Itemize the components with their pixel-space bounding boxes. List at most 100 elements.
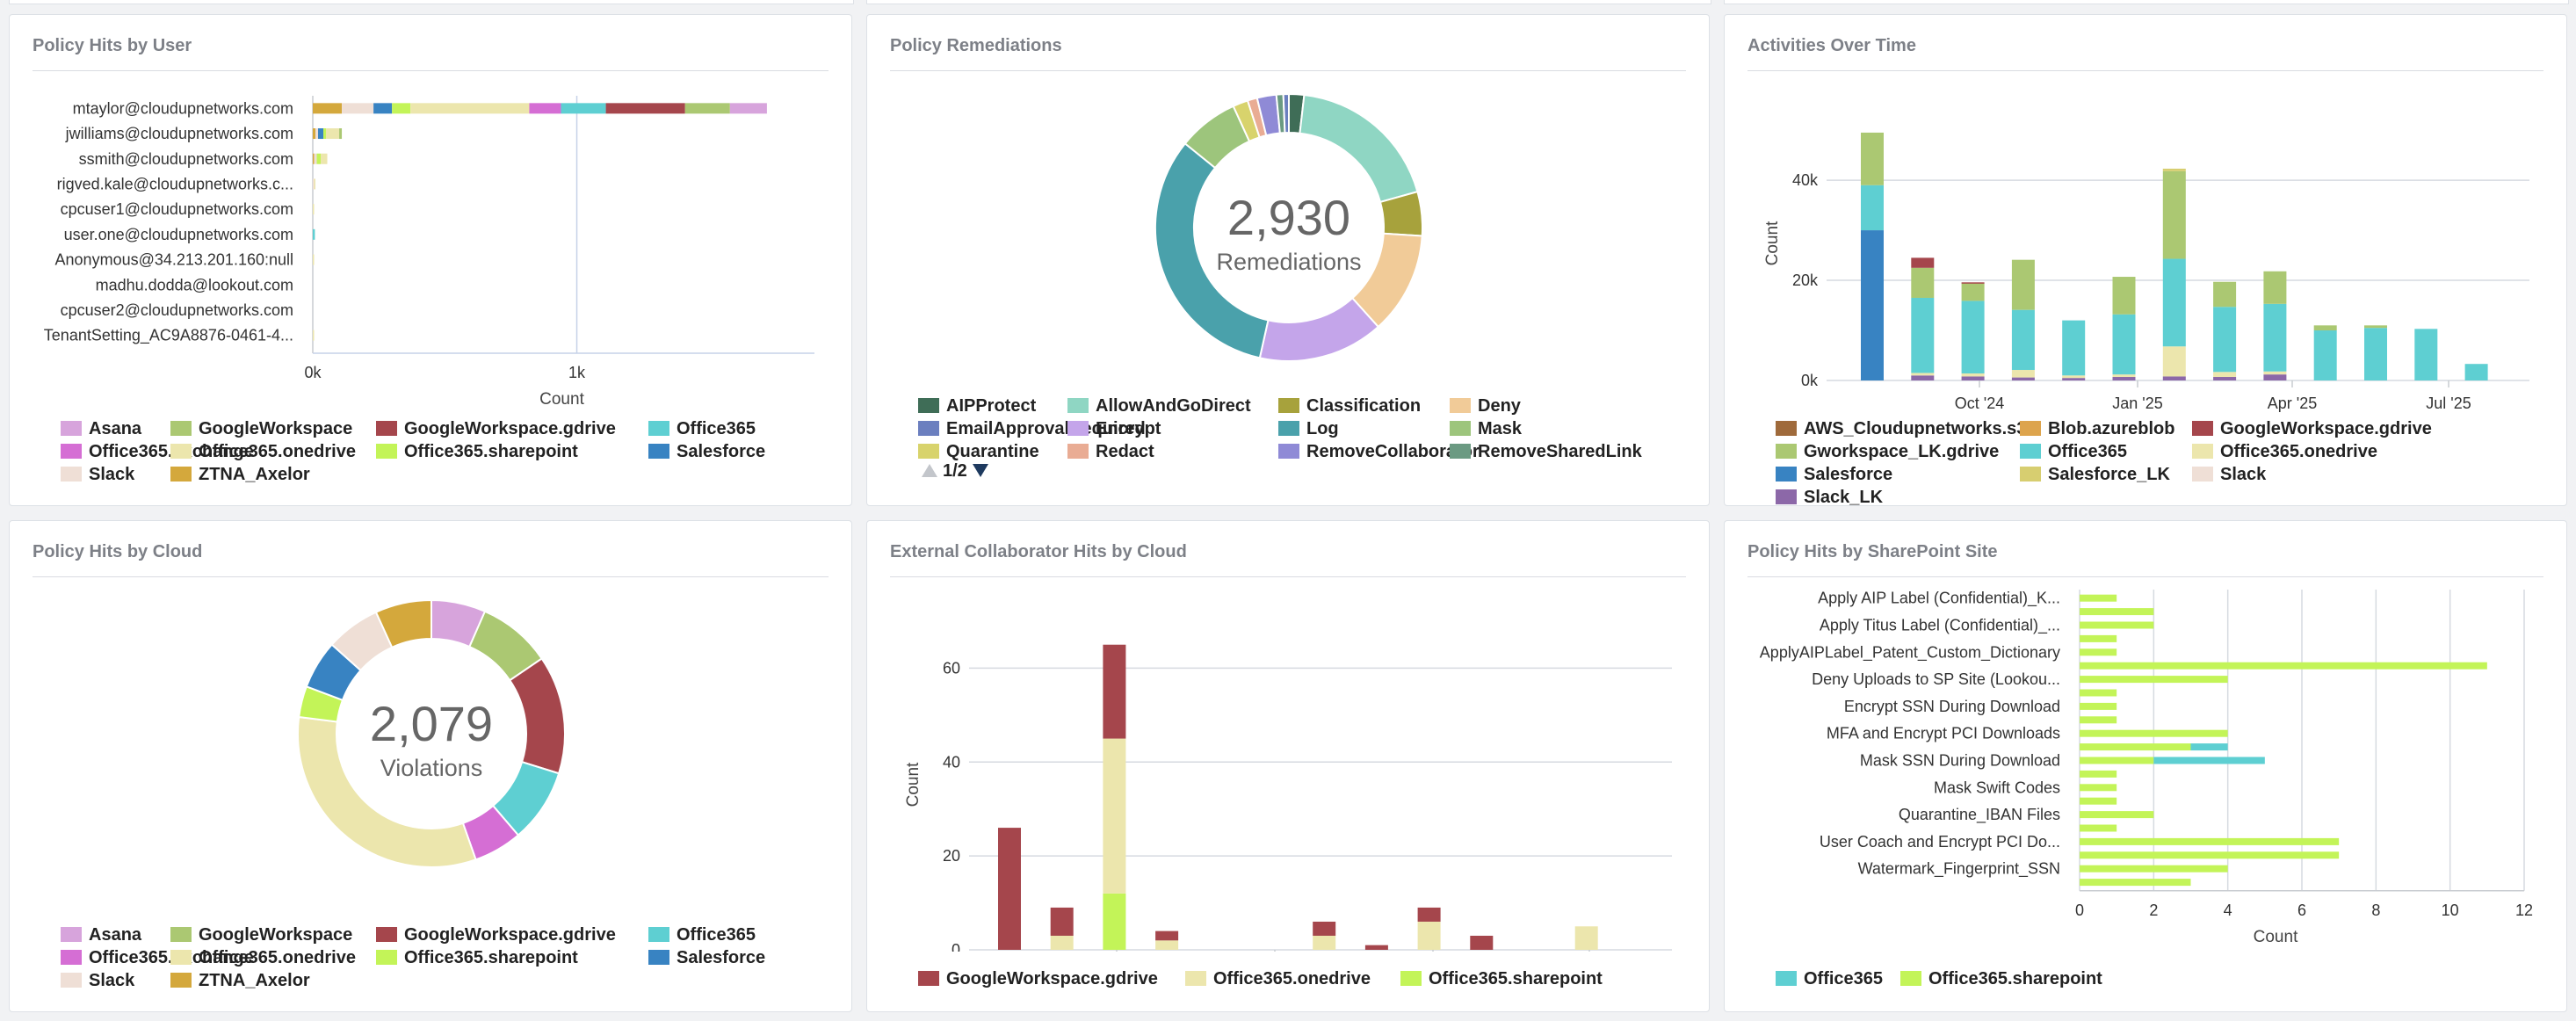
legend-item-redact[interactable]: Redact	[1067, 442, 1154, 462]
bar-office365	[1911, 297, 1935, 373]
x-tick-label: 1k	[568, 364, 586, 381]
legend-item-office365[interactable]: Office365	[1776, 969, 1883, 989]
legend-item-removesharedlink[interactable]: RemoveSharedLink	[1450, 442, 1642, 462]
legend-item-mask[interactable]: Mask	[1450, 419, 1522, 439]
legend-item-googleworkspace[interactable]: GoogleWorkspace	[170, 419, 352, 439]
y-axis-title: Count	[1763, 221, 1782, 265]
legend-label: Office365.onedrive	[2220, 442, 2377, 461]
legend-item-blob-azureblob[interactable]: Blob.azureblob	[2020, 419, 2174, 439]
legend-item-office365-onedrive[interactable]: Office365.onedrive	[170, 948, 356, 968]
legend-swatch	[1776, 971, 1797, 986]
panel-policy-hits-by-cloud: Policy Hits by Cloud 2,079 Violations Asa…	[9, 520, 852, 1012]
legend-item-googleworkspace[interactable]: GoogleWorkspace	[170, 925, 352, 945]
legend-item-office365-sharepoint[interactable]: Office365.sharepoint	[376, 442, 578, 462]
legend-page-indicator: 1/2	[943, 461, 967, 481]
legend-item-office365-sharepoint[interactable]: Office365.sharepoint	[1900, 969, 2102, 989]
legend-label: Slack	[2220, 465, 2267, 484]
legend-item-slack[interactable]: Slack	[61, 971, 134, 991]
legend-item-office365-onedrive[interactable]: Office365.onedrive	[2192, 442, 2377, 462]
legend-swatch	[1067, 398, 1089, 413]
legend-label: Salesforce	[677, 948, 766, 967]
bar-office365-onedrive	[1417, 921, 1441, 950]
legend-item-googleworkspace-gdrive[interactable]: GoogleWorkspace.gdrive	[376, 419, 616, 439]
legend-label: Office365.sharepoint	[1429, 969, 1603, 988]
slice-allowandgodirect	[1299, 93, 1419, 204]
legend-item-salesforce-lk[interactable]: Salesforce_LK	[2020, 465, 2170, 485]
legend-item-classification[interactable]: Classification	[1278, 396, 1421, 416]
bar-office365-sharepoint	[2080, 634, 2117, 642]
legend-label: AIPProtect	[946, 396, 1037, 416]
bar-office365-onedrive	[1574, 926, 1598, 950]
legend-item-asana[interactable]: Asana	[61, 419, 141, 439]
legend-item-office365[interactable]: Office365	[648, 419, 756, 439]
legend-item-salesforce[interactable]: Salesforce	[648, 442, 765, 462]
bar-office365-sharepoint	[2080, 757, 2154, 764]
legend-prev-page-icon[interactable]	[922, 464, 937, 477]
legend-label: GoogleWorkspace.gdrive	[946, 969, 1158, 988]
legend-next-page-icon[interactable]	[972, 464, 988, 477]
legend-item-googleworkspace-gdrive[interactable]: GoogleWorkspace.gdrive	[376, 925, 616, 945]
legend-label: Slack	[89, 971, 135, 990]
bar-office365-sharepoint	[2080, 837, 2340, 845]
legend-swatch	[2020, 467, 2041, 482]
bar-office365-onedrive	[2011, 370, 2035, 378]
legend-label: Slack_LK	[1804, 488, 1884, 507]
legend-item-slack[interactable]: Slack	[2192, 465, 2266, 485]
legend-item-googleworkspace-gdrive[interactable]: GoogleWorkspace.gdrive	[2192, 419, 2432, 439]
legend-item-office365-sharepoint[interactable]: Office365.sharepoint	[1400, 969, 1603, 989]
legend-item-deny[interactable]: Deny	[1450, 396, 1521, 416]
bar-office365-onedrive	[313, 254, 315, 265]
legend-item-log[interactable]: Log	[1278, 419, 1339, 439]
legend-swatch	[61, 421, 82, 436]
legend-item-gworkspace-lk-gdrive[interactable]: Gworkspace_LK.gdrive	[1776, 442, 1999, 462]
legend-item-office365-sharepoint[interactable]: Office365.sharepoint	[376, 948, 578, 968]
bar-gworkspace-lk-gdrive	[1911, 267, 1935, 298]
legend-label: Asana	[89, 419, 142, 438]
legend-item-slack[interactable]: Slack	[61, 465, 134, 485]
panel-title: External Collaborator Hits by Cloud	[890, 542, 1187, 561]
legend-label: Gworkspace_LK.gdrive	[1804, 442, 2000, 461]
legend-item-office365-onedrive[interactable]: Office365.onedrive	[170, 442, 356, 462]
bar-office365-onedrive	[1103, 738, 1126, 894]
bar-office365	[2313, 330, 2337, 380]
bar-office365-sharepoint	[2080, 797, 2117, 805]
legend-item-encrypt[interactable]: Encrypt	[1067, 419, 1161, 439]
bar-slack	[315, 128, 319, 140]
slice-office365-onedrive	[297, 715, 477, 868]
bar-gworkspace-lk-gdrive	[2213, 281, 2237, 308]
y-tick-label: Apply Titus Label (Confidential)_...	[1820, 617, 2060, 635]
legend-item-ztna-axelor[interactable]: ZTNA_Axelor	[170, 971, 310, 991]
legend-item-aws-cloudupnetworks-s3[interactable]: AWS_Cloudupnetworks.s3	[1776, 419, 2026, 439]
legend-item-googleworkspace-gdrive[interactable]: GoogleWorkspace.gdrive	[918, 969, 1158, 989]
title-divider	[1747, 576, 2543, 577]
y-tick-label: madhu.dodda@lookout.com	[96, 276, 293, 293]
bar-office365-sharepoint	[2080, 851, 2340, 859]
bar-office365-sharepoint	[2080, 702, 2117, 710]
bar-office365-onedrive	[1911, 373, 1935, 376]
legend-item-salesforce[interactable]: Salesforce	[648, 948, 765, 968]
legend-label: EmailApprovalRequired	[946, 419, 1146, 438]
y-tick-label: mtaylor@cloudupnetworks.com	[73, 99, 293, 117]
legend-item-asana[interactable]: Asana	[61, 925, 141, 945]
legend-swatch	[1278, 398, 1299, 413]
legend-item-office365-onedrive[interactable]: Office365.onedrive	[1185, 969, 1371, 989]
legend-item-removecollaborator[interactable]: RemoveCollaborator	[1278, 442, 1480, 462]
legend-item-salesforce[interactable]: Salesforce	[1776, 465, 1892, 485]
legend-item-emailapprovalrequired[interactable]: EmailApprovalRequired	[918, 419, 1146, 439]
legend-swatch	[648, 421, 669, 436]
legend-item-ztna-axelor[interactable]: ZTNA_Axelor	[170, 465, 310, 485]
legend-item-allowandgodirect[interactable]: AllowAndGoDirect	[1067, 396, 1251, 416]
panel-title: Policy Hits by Cloud	[33, 542, 203, 561]
legend-swatch	[918, 421, 939, 436]
y-tick-label: Apply AIP Label (Confidential)_K...	[1818, 590, 2060, 608]
bar-office365-onedrive	[314, 178, 316, 190]
legend-swatch	[376, 444, 397, 459]
legend-item-quarantine[interactable]: Quarantine	[918, 442, 1039, 462]
legend-item-office365[interactable]: Office365	[648, 925, 756, 945]
legend-item-office365[interactable]: Office365	[2020, 442, 2127, 462]
legend-item-slack-lk[interactable]: Slack_LK	[1776, 488, 1883, 508]
legend-item-aipprotect[interactable]: AIPProtect	[918, 396, 1036, 416]
bar-googleworkspace-gdrive	[1470, 935, 1494, 950]
panel-title: Policy Remediations	[890, 36, 1062, 55]
bar-googleworkspace-gdrive	[1313, 921, 1336, 936]
